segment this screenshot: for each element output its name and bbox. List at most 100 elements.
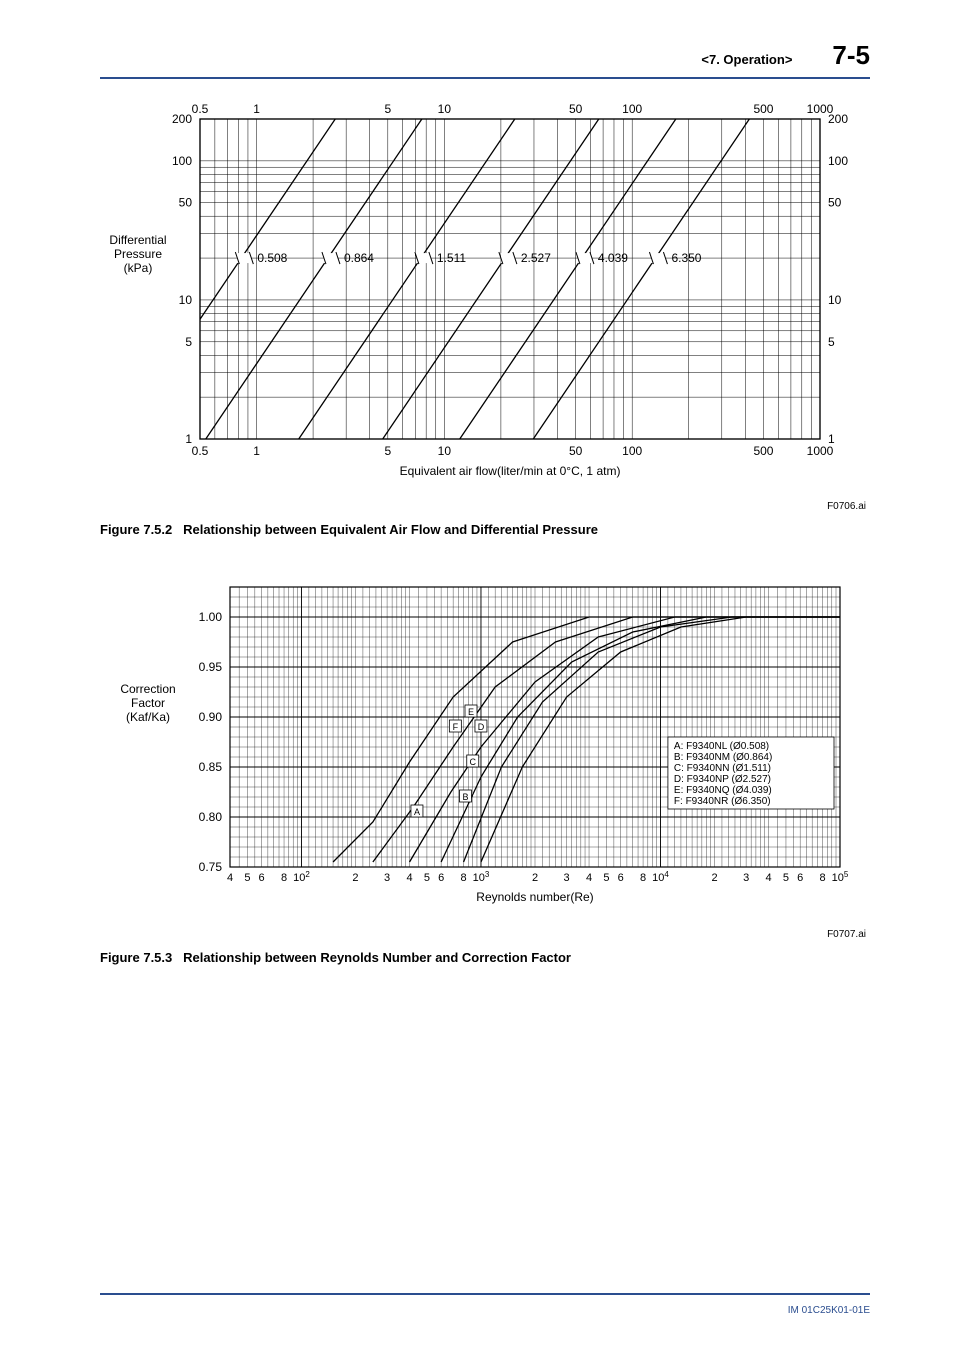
svg-text:B: B bbox=[462, 792, 468, 802]
svg-text:D: D bbox=[478, 722, 485, 732]
svg-text:0.5: 0.5 bbox=[192, 444, 209, 458]
svg-text:F: F bbox=[453, 722, 459, 732]
svg-text:8: 8 bbox=[640, 872, 646, 884]
svg-text:0.75: 0.75 bbox=[199, 860, 223, 874]
svg-text:103: 103 bbox=[473, 870, 490, 884]
svg-text:500: 500 bbox=[753, 444, 773, 458]
svg-text:100: 100 bbox=[622, 444, 642, 458]
figure-1-id: F0706.ai bbox=[100, 501, 866, 512]
header-section-title: <7. Operation> bbox=[701, 52, 792, 67]
svg-text:6: 6 bbox=[259, 872, 265, 884]
page: <7. Operation> 7-5 0.50.5115510105050100… bbox=[0, 0, 954, 1350]
svg-text:5: 5 bbox=[783, 872, 789, 884]
svg-text:Reynolds number(Re): Reynolds number(Re) bbox=[476, 890, 593, 904]
svg-text:A: F9340NL (Ø0.508): A: F9340NL (Ø0.508) bbox=[674, 741, 769, 752]
figure-2-id: F0707.ai bbox=[100, 929, 866, 940]
svg-text:(Kaf/Ka): (Kaf/Ka) bbox=[126, 710, 170, 724]
header-page-number: 7-5 bbox=[832, 40, 870, 71]
svg-text:4: 4 bbox=[586, 872, 592, 884]
svg-text:0.85: 0.85 bbox=[199, 760, 223, 774]
figure-2-chart: 0.75 0.80 0.85 0.90 0.95 1.00 CorrectionFactor… bbox=[100, 567, 870, 927]
svg-text:5: 5 bbox=[384, 444, 391, 458]
svg-text:5: 5 bbox=[384, 102, 391, 116]
svg-text:5: 5 bbox=[185, 335, 192, 349]
svg-text:A: A bbox=[414, 807, 420, 817]
figure-1-caption-text: Relationship between Equivalent Air Flow… bbox=[183, 522, 598, 537]
footer-doc-id: IM 01C25K01-01E bbox=[788, 1305, 870, 1316]
svg-text:1: 1 bbox=[185, 432, 192, 446]
svg-text:1.511: 1.511 bbox=[437, 251, 466, 265]
svg-text:1: 1 bbox=[253, 102, 260, 116]
svg-text:105: 105 bbox=[832, 870, 849, 884]
svg-text:4: 4 bbox=[765, 872, 771, 884]
svg-text:4: 4 bbox=[406, 872, 412, 884]
svg-text:8: 8 bbox=[460, 872, 466, 884]
svg-text:0.508: 0.508 bbox=[257, 251, 287, 265]
svg-text:10: 10 bbox=[828, 293, 842, 307]
svg-text:Correction: Correction bbox=[120, 682, 175, 696]
svg-text:8: 8 bbox=[281, 872, 287, 884]
svg-text:102: 102 bbox=[293, 870, 310, 884]
svg-text:Differential: Differential bbox=[109, 233, 166, 247]
svg-text:1000: 1000 bbox=[807, 444, 834, 458]
figure-1-container: 0.50.51155101050501001005005001000100011… bbox=[100, 99, 870, 512]
svg-text:5: 5 bbox=[244, 872, 250, 884]
svg-text:0.80: 0.80 bbox=[199, 810, 223, 824]
svg-text:10: 10 bbox=[179, 293, 193, 307]
svg-text:Factor: Factor bbox=[131, 696, 165, 710]
svg-text:50: 50 bbox=[569, 102, 583, 116]
svg-text:100: 100 bbox=[622, 102, 642, 116]
svg-text:3: 3 bbox=[384, 872, 390, 884]
svg-text:Pressure: Pressure bbox=[114, 247, 162, 261]
figure-2-caption: Figure 7.5.3 Relationship between Reynol… bbox=[100, 950, 870, 965]
footer-rule bbox=[100, 1293, 870, 1295]
svg-text:50: 50 bbox=[179, 196, 193, 210]
svg-text:6: 6 bbox=[618, 872, 624, 884]
svg-text:3: 3 bbox=[564, 872, 570, 884]
svg-text:1: 1 bbox=[253, 444, 260, 458]
svg-text:2: 2 bbox=[711, 872, 717, 884]
figure-1-chart: 0.50.51155101050501001005005001000100011… bbox=[100, 99, 870, 499]
svg-text:E: F9340NQ (Ø4.039): E: F9340NQ (Ø4.039) bbox=[674, 785, 772, 796]
svg-text:0.5: 0.5 bbox=[192, 102, 209, 116]
svg-text:200: 200 bbox=[172, 112, 192, 126]
svg-text:6: 6 bbox=[797, 872, 803, 884]
svg-text:6.350: 6.350 bbox=[671, 251, 701, 265]
svg-text:3: 3 bbox=[743, 872, 749, 884]
svg-text:C: F9340NN (Ø1.511): C: F9340NN (Ø1.511) bbox=[674, 763, 771, 774]
svg-text:2: 2 bbox=[532, 872, 538, 884]
svg-text:200: 200 bbox=[828, 112, 848, 126]
svg-text:2.527: 2.527 bbox=[521, 251, 551, 265]
figure-2-caption-num: Figure 7.5.3 bbox=[100, 950, 172, 965]
svg-text:1: 1 bbox=[828, 432, 835, 446]
svg-text:104: 104 bbox=[652, 870, 669, 884]
svg-text:F: F9340NR (Ø6.350): F: F9340NR (Ø6.350) bbox=[674, 796, 771, 807]
svg-text:E: E bbox=[468, 707, 474, 717]
svg-text:6: 6 bbox=[438, 872, 444, 884]
svg-text:(kPa): (kPa) bbox=[124, 261, 153, 275]
figure-1-caption: Figure 7.5.2 Relationship between Equiva… bbox=[100, 522, 870, 537]
svg-text:5: 5 bbox=[603, 872, 609, 884]
svg-text:0.95: 0.95 bbox=[199, 660, 223, 674]
figure-2-caption-text: Relationship between Reynolds Number and… bbox=[183, 950, 571, 965]
svg-text:8: 8 bbox=[820, 872, 826, 884]
svg-text:4.039: 4.039 bbox=[598, 251, 628, 265]
svg-text:100: 100 bbox=[172, 154, 192, 168]
figure-1-caption-num: Figure 7.5.2 bbox=[100, 522, 172, 537]
page-header: <7. Operation> 7-5 bbox=[100, 40, 870, 79]
svg-text:C: C bbox=[469, 757, 476, 767]
figure-2-container: 0.75 0.80 0.85 0.90 0.95 1.00 CorrectionFactor… bbox=[100, 567, 870, 940]
svg-text:4: 4 bbox=[227, 872, 233, 884]
svg-text:10: 10 bbox=[438, 444, 452, 458]
svg-text:Equivalent air flow(liter/min: Equivalent air flow(liter/min at 0°C, 1 … bbox=[400, 464, 621, 478]
svg-text:B: F9340NM (Ø0.864): B: F9340NM (Ø0.864) bbox=[674, 752, 772, 763]
svg-text:0.864: 0.864 bbox=[344, 251, 374, 265]
svg-text:5: 5 bbox=[828, 335, 835, 349]
svg-text:500: 500 bbox=[753, 102, 773, 116]
svg-text:2: 2 bbox=[352, 872, 358, 884]
svg-text:0.90: 0.90 bbox=[199, 710, 223, 724]
svg-text:10: 10 bbox=[438, 102, 452, 116]
svg-text:D: F9340NP (Ø2.527): D: F9340NP (Ø2.527) bbox=[674, 774, 771, 785]
svg-text:1.00: 1.00 bbox=[199, 610, 223, 624]
svg-text:5: 5 bbox=[424, 872, 430, 884]
